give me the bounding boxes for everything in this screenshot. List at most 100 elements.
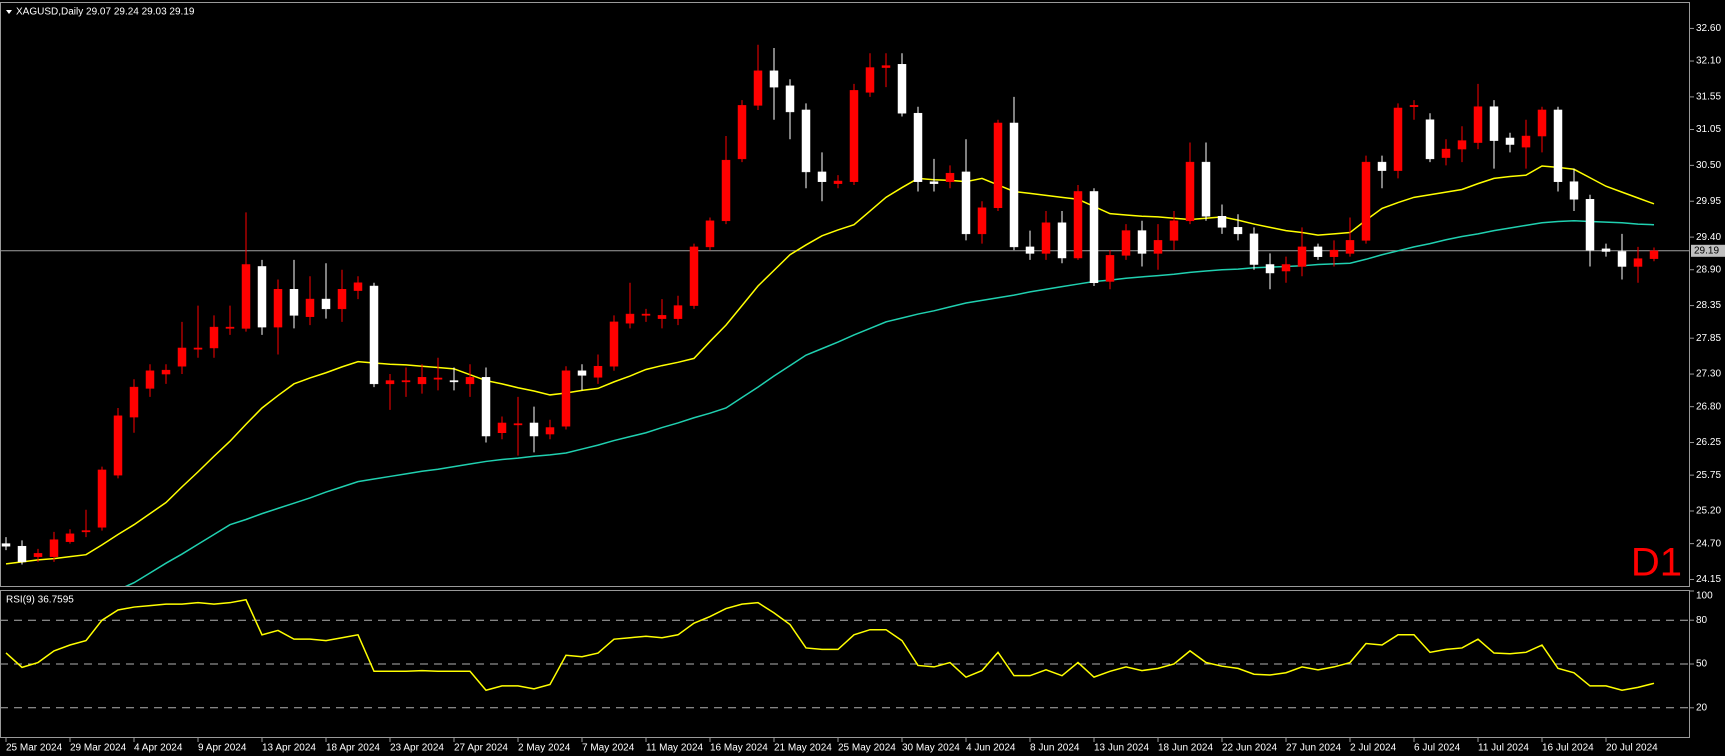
candle-body <box>1025 246 1035 254</box>
x-tick-label: 13 Jun 2024 <box>1094 743 1149 754</box>
candle-body <box>929 181 939 184</box>
y-tick-label: 26.25 <box>1696 437 1721 448</box>
rsi-tick-label: 100 <box>1696 591 1713 602</box>
candle-body <box>273 289 283 328</box>
x-tick-label: 16 Jul 2024 <box>1542 743 1594 754</box>
candle-body <box>161 369 171 375</box>
y-tick-label: 25.75 <box>1696 470 1721 481</box>
y-tick-label: 24.70 <box>1696 538 1721 549</box>
x-tick-label: 29 Mar 2024 <box>70 743 127 754</box>
candle-body <box>705 220 715 248</box>
candle-body <box>1089 191 1099 284</box>
candle-body <box>65 533 75 542</box>
candle-body <box>449 380 459 383</box>
candle-body <box>417 377 427 385</box>
candle-body <box>1073 191 1083 259</box>
candle-body <box>1 543 11 547</box>
y-tick-label: 31.05 <box>1696 124 1721 135</box>
candle-body <box>1425 119 1435 160</box>
main-pane-frame <box>0 2 1690 587</box>
x-tick-label: 11 Jul 2024 <box>1478 743 1529 754</box>
candle-body <box>689 246 699 306</box>
candle-body <box>1505 137 1515 145</box>
candle-body <box>353 282 363 291</box>
y-tick-label: 28.35 <box>1696 300 1721 311</box>
x-tick-label: 4 Jun 2024 <box>966 743 1016 754</box>
candle-body <box>1457 140 1467 150</box>
candle-body <box>497 422 507 434</box>
candle-body <box>1313 246 1323 257</box>
y-tick-label: 32.10 <box>1696 56 1721 67</box>
y-tick-label: 30.50 <box>1696 160 1721 171</box>
candle-body <box>1249 233 1259 265</box>
y-tick-label: 28.90 <box>1696 264 1721 275</box>
x-tick-label: 7 May 2024 <box>582 743 635 754</box>
candle-body <box>209 326 219 349</box>
candle-body <box>1361 161 1371 241</box>
candle-body <box>1409 105 1419 107</box>
candle-body <box>561 370 571 427</box>
x-tick-label: 23 Apr 2024 <box>390 743 444 754</box>
rsi-tick-label: 50 <box>1696 659 1708 670</box>
rsi-tick-label: 80 <box>1696 615 1708 626</box>
candle-body <box>577 370 587 376</box>
main-plot <box>1 44 1689 586</box>
candle-body <box>113 415 123 476</box>
x-tick-label: 2 Jul 2024 <box>1350 743 1397 754</box>
last-price-box <box>1691 244 1725 257</box>
candle-body <box>1265 264 1275 274</box>
candle-body <box>97 469 107 528</box>
candle-body <box>481 377 491 437</box>
candle-body <box>1601 248 1611 252</box>
candle-body <box>961 171 971 235</box>
candle-body <box>849 90 859 182</box>
candle-body <box>641 313 651 316</box>
candle-body <box>1553 109 1563 182</box>
y-tick-label: 32.60 <box>1696 23 1721 34</box>
x-tick-label: 4 Apr 2024 <box>134 743 183 754</box>
collapse-icon[interactable] <box>6 10 12 14</box>
candle-body <box>33 553 43 557</box>
candle-body <box>1329 249 1339 257</box>
candle-body <box>1041 222 1051 254</box>
candle-body <box>337 289 347 310</box>
x-tick-label: 25 Mar 2024 <box>6 743 63 754</box>
rsi-line <box>5 598 1655 692</box>
x-tick-label: 27 Apr 2024 <box>454 743 508 754</box>
candle-body <box>1105 255 1115 282</box>
chart-title: XAGUSD,Daily 29.07 29.24 29.03 29.19 <box>16 7 195 18</box>
candle-body <box>1649 250 1659 259</box>
candle-body <box>1153 240 1163 254</box>
candle-body <box>1393 107 1403 171</box>
candle-body <box>769 70 779 88</box>
candle-body <box>305 298 315 317</box>
candle-body <box>977 207 987 235</box>
candle-body <box>257 266 267 328</box>
candle-body <box>513 423 523 426</box>
candle-body <box>17 545 27 563</box>
candle-body <box>881 65 891 68</box>
candle-body <box>657 315 667 319</box>
candle-body <box>321 298 331 310</box>
candle-body <box>545 427 555 435</box>
candle-body <box>1489 106 1499 141</box>
candle-body <box>1297 246 1307 267</box>
candle-body <box>145 370 155 389</box>
candle-body <box>897 64 907 114</box>
candle-body <box>193 347 203 350</box>
x-tick-label: 27 Jun 2024 <box>1286 743 1341 754</box>
x-tick-label: 2 May 2024 <box>518 743 571 754</box>
last-price-label: 29.19 <box>1694 245 1719 256</box>
x-tick-label: 11 May 2024 <box>646 743 704 754</box>
timeframe-watermark: D1 <box>1631 541 1682 585</box>
x-tick-label: 20 Jul 2024 <box>1606 743 1658 754</box>
candle-body <box>369 285 379 385</box>
candle-body <box>609 321 619 367</box>
y-tick-label: 29.40 <box>1696 232 1721 243</box>
candle-body <box>721 159 731 222</box>
x-tick-label: 22 Jun 2024 <box>1222 743 1277 754</box>
y-tick-label: 27.30 <box>1696 369 1721 380</box>
